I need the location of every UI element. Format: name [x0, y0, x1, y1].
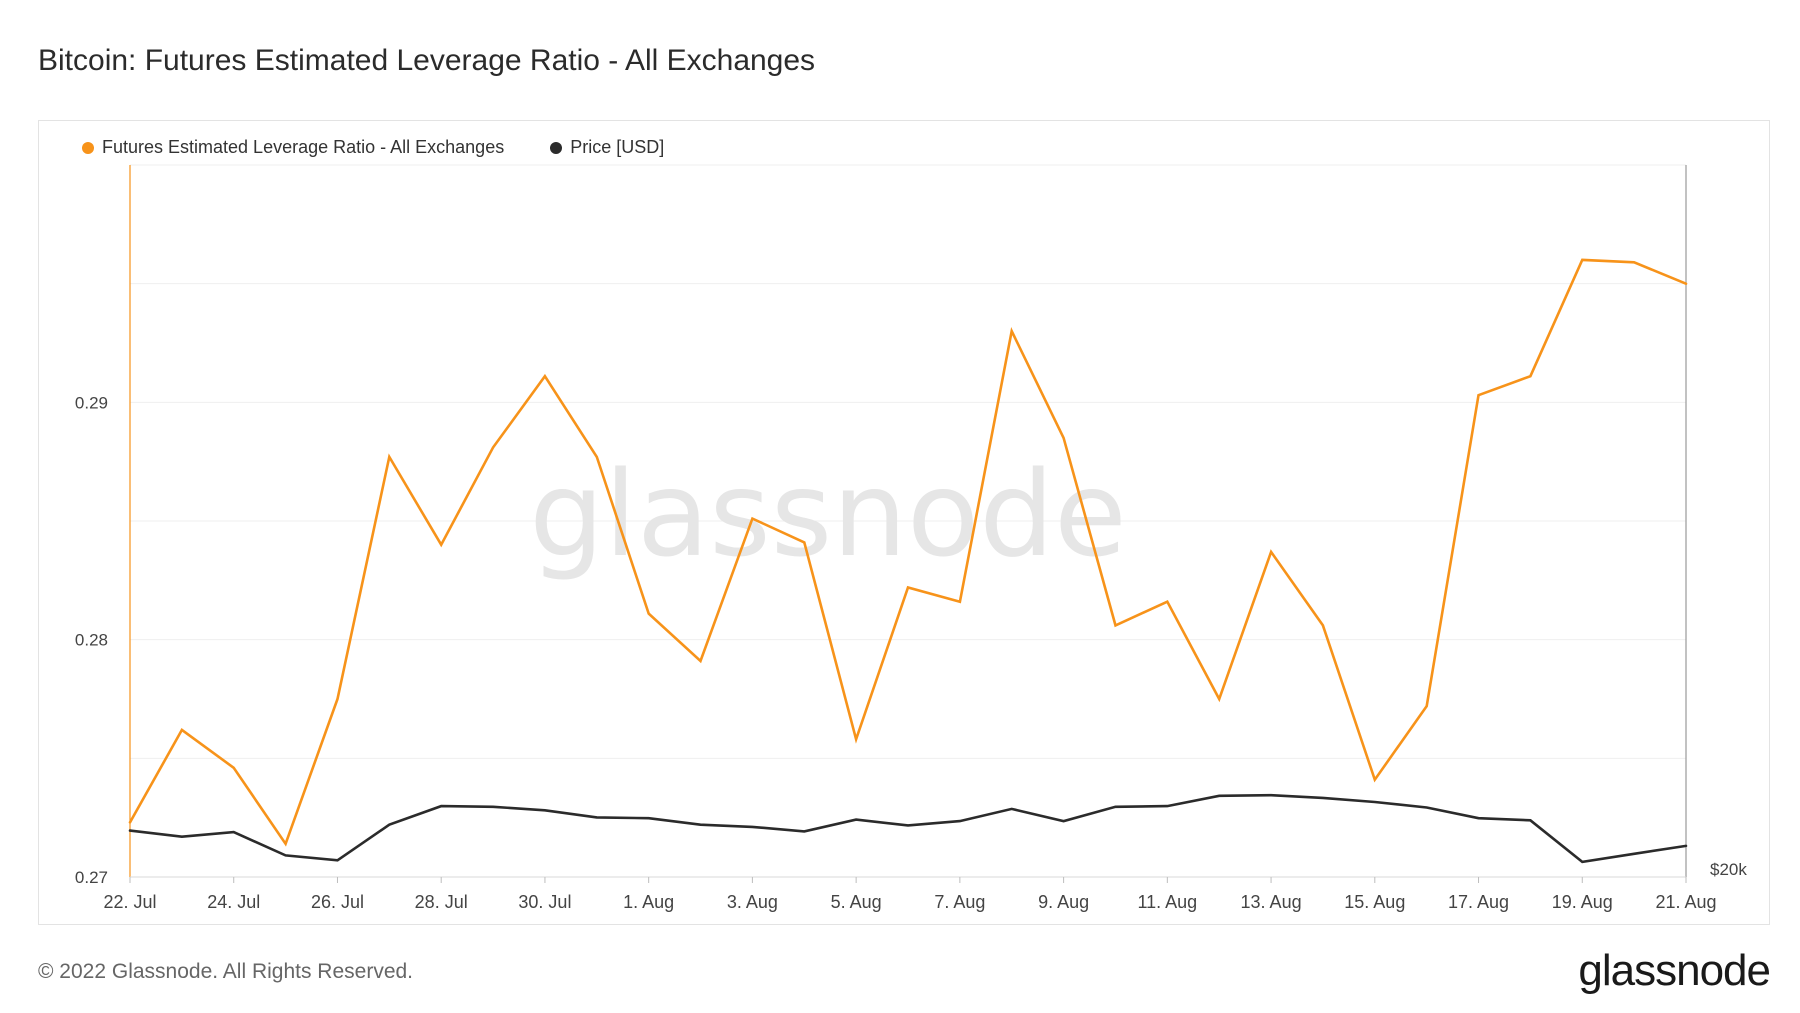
- watermark: glassnode: [529, 445, 1126, 583]
- y-left-tick-label: 0.27: [75, 868, 108, 887]
- legend-item-price[interactable]: Price [USD]: [550, 137, 664, 158]
- legend-dot-leverage: [82, 141, 94, 154]
- x-tick-label: 24. Jul: [207, 892, 260, 912]
- y-right-tick-label: $20k: [1710, 860, 1747, 879]
- x-tick-label: 11. Aug: [1137, 892, 1197, 912]
- x-tick-label: 5. Aug: [831, 892, 882, 912]
- copyright-text: © 2022 Glassnode. All Rights Reserved.: [38, 960, 414, 983]
- x-tick-label: 13. Aug: [1241, 892, 1302, 912]
- x-tick-label: 1. Aug: [623, 892, 674, 912]
- x-tick-label: 7. Aug: [934, 892, 985, 912]
- x-tick-label: 9. Aug: [1038, 892, 1089, 912]
- x-tick-label: 26. Jul: [311, 892, 364, 912]
- x-tick-label: 15. Aug: [1344, 892, 1405, 912]
- chart-frame: [38, 120, 1770, 925]
- legend-dot-price: [550, 141, 563, 154]
- legend-label-price: Price [USD]: [570, 137, 665, 157]
- legend-label-leverage: Futures Estimated Leverage Ratio - All E…: [102, 137, 505, 157]
- price-series-line: [128, 793, 1688, 864]
- x-tick-label: 19. Aug: [1552, 892, 1613, 912]
- x-tick-label: 3. Aug: [727, 892, 778, 912]
- page-title: Bitcoin: Futures Estimated Leverage Rati…: [38, 44, 816, 77]
- x-tick-label: 22. Jul: [103, 892, 156, 912]
- x-tick-label: 28. Jul: [415, 892, 468, 912]
- x-tick-label: 30. Jul: [518, 892, 571, 912]
- y-left-tick-label: 0.29: [75, 393, 108, 412]
- leverage-series-line: [128, 258, 1688, 847]
- x-tick-label: 17. Aug: [1448, 892, 1509, 912]
- legend-item-leverage[interactable]: Futures Estimated Leverage Ratio - All E…: [82, 137, 504, 158]
- x-tick-label: 21. Aug: [1655, 892, 1716, 912]
- chart-legend: Futures Estimated Leverage Ratio - All E…: [82, 137, 664, 158]
- y-left-tick-label: 0.28: [75, 631, 108, 650]
- axis-labels: 0.27 0.28 0.29 $20k 22. Jul 24. Jul 26. Jul 28.…: [75, 393, 1747, 912]
- glassnode-logo: glassnode: [1578, 946, 1771, 995]
- series-lines: [128, 258, 1688, 864]
